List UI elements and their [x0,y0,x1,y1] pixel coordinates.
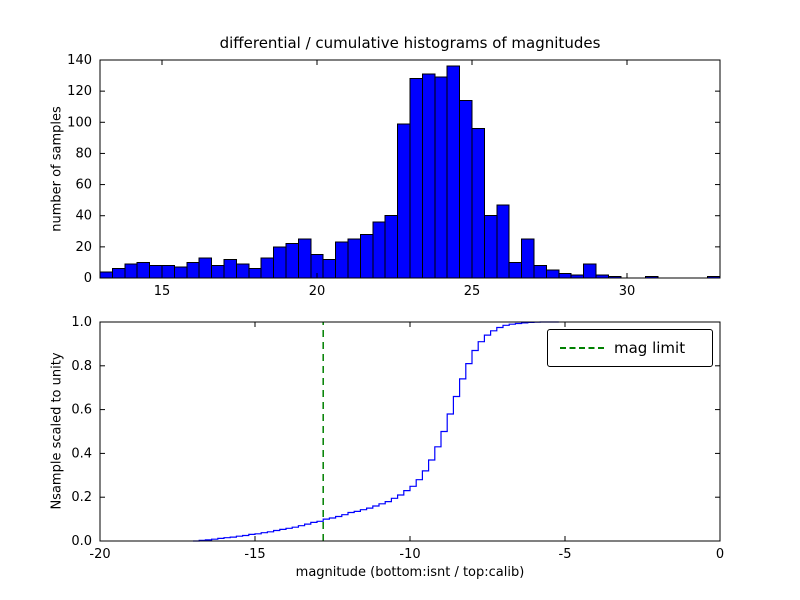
histogram-bar [273,246,287,279]
y-tick-label: 60 [75,178,92,193]
y-tick-label: 80 [75,146,92,161]
histogram-bar [583,263,597,279]
x-tick-label: 25 [464,284,481,299]
histogram-bar [545,269,560,279]
y-tick-label: 120 [67,84,92,99]
y-tick-label: 0.6 [71,403,92,418]
histogram-bar [223,258,237,279]
top-y-axis-label: number of samples [49,106,65,232]
histogram-bar [285,243,299,279]
y-tick-label: 40 [75,209,92,224]
histogram-bar [496,204,510,279]
cumulative-step-line [193,321,559,542]
histogram-bar [508,261,523,279]
histogram-bar [136,261,151,279]
histogram-bar [248,268,262,279]
x-tick-label: 0 [716,547,724,562]
legend: mag limit [547,329,713,367]
x-tick-label: -15 [244,547,265,562]
legend-label: mag limit [614,339,686,357]
histogram-bar [198,257,213,279]
x-tick-label: -5 [559,547,572,562]
top-axes-border [99,59,721,279]
histogram-bar [483,215,498,279]
histogram-bar [421,73,436,279]
x-tick-label: 20 [309,284,326,299]
histogram-bar [521,238,535,279]
y-tick-label: 0.0 [71,534,92,549]
y-tick-label: 20 [75,240,92,255]
x-tick-label: 15 [154,284,171,299]
histogram-bar [322,258,337,279]
histogram-bar [211,265,225,279]
x-tick-label: -20 [89,547,110,562]
histogram-bar [161,265,175,279]
histogram-bar [533,265,547,279]
histogram-bar [434,76,448,279]
y-tick-label: 0.8 [71,359,92,374]
histogram-bar [558,272,572,279]
y-tick-label: 100 [67,115,92,130]
y-tick-label: 0.4 [71,446,92,461]
histogram-bar [149,265,163,279]
histogram-bar [111,268,126,279]
histogram-bar [347,238,361,279]
histogram-bar [173,266,188,279]
histogram-bar [124,263,138,279]
legend-dashed-line-sample [560,347,604,349]
x-axis-label: magnitude (bottom:isnt / top:calib) [295,565,525,580]
histogram-bar [372,221,386,279]
histogram-bar [446,65,461,279]
histogram-bar [384,215,399,279]
chart-title: differential / cumulative histograms of … [219,34,601,52]
histogram-bar [471,128,485,279]
histogram-bar [359,233,374,279]
histogram-bar [297,238,312,279]
histogram-bar [235,263,250,279]
bottom-y-axis-label: Nsample scaled to unity [49,352,65,510]
histogram-bar [335,241,349,279]
x-tick-label: 30 [619,284,636,299]
y-tick-label: 0 [84,271,92,286]
y-tick-label: 1.0 [71,315,92,330]
histogram-bar [99,271,113,279]
histogram-bar [397,123,411,279]
histogram-bar [459,99,473,279]
histogram-bar [186,261,200,279]
histogram-bar [260,257,275,279]
y-tick-label: 0.2 [71,490,92,505]
x-tick-label: -10 [399,547,420,562]
y-tick-label: 140 [67,53,92,68]
histogram-bar [409,78,423,279]
